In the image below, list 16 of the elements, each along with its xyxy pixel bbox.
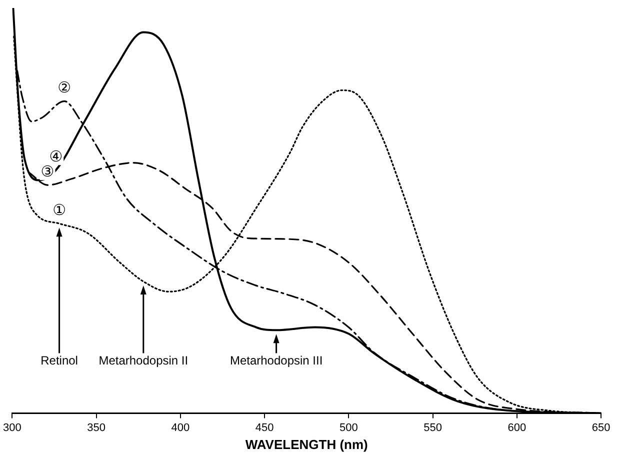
- annotation: Retinol: [40, 354, 78, 368]
- x-tick-label: 550: [424, 422, 442, 434]
- x-tick-label: 600: [508, 422, 526, 434]
- series-label: ②: [58, 78, 72, 97]
- series-label: ③: [40, 162, 54, 180]
- x-tick-label: 300: [2, 422, 22, 434]
- x-axis-title: WAVELENGTH (nm): [245, 436, 368, 452]
- x-tick-label: 350: [87, 422, 106, 434]
- series-label: ①: [52, 200, 66, 219]
- x-tick-label: 650: [592, 422, 610, 434]
- x-tick-label: 450: [255, 422, 274, 434]
- annotation: Metarhodopsin III: [230, 354, 323, 368]
- x-tick-label: 400: [171, 422, 190, 434]
- series-label: ④: [49, 147, 63, 166]
- x-tick-label: 500: [339, 422, 358, 434]
- annotation: Metarhodopsin II: [98, 354, 188, 368]
